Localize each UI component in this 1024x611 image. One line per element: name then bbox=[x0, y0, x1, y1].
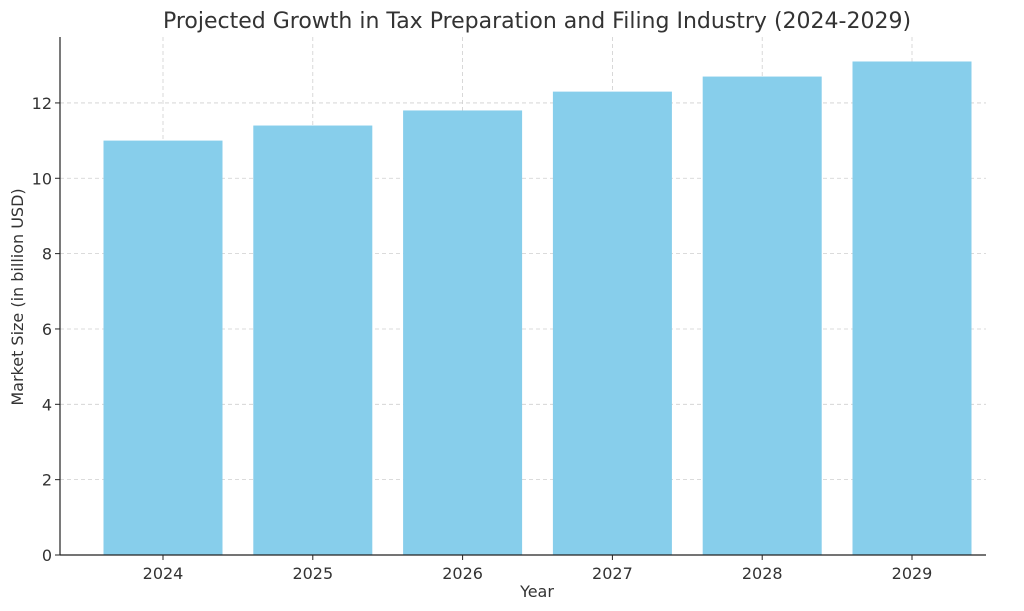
y-tick-label: 0 bbox=[42, 546, 52, 565]
y-tick-label: 10 bbox=[32, 169, 52, 188]
y-tick-label: 2 bbox=[42, 471, 52, 490]
ticks-layer: 0 2 4 6 8 10 12 2024 2025 2026 2027 2028 2029 bbox=[32, 94, 933, 583]
bar bbox=[103, 140, 223, 555]
y-tick-label: 12 bbox=[32, 94, 52, 113]
x-tick-label: 2024 bbox=[143, 564, 184, 583]
x-tick-label: 2025 bbox=[292, 564, 333, 583]
bar bbox=[403, 110, 523, 555]
bar bbox=[702, 76, 822, 555]
axes-layer bbox=[59, 37, 986, 556]
x-tick-label: 2026 bbox=[442, 564, 483, 583]
bars-layer bbox=[103, 61, 972, 555]
x-tick-label: 2028 bbox=[742, 564, 783, 583]
bar bbox=[852, 61, 972, 555]
x-tick-label: 2029 bbox=[892, 564, 933, 583]
y-tick-label: 8 bbox=[42, 245, 52, 264]
bar bbox=[253, 125, 373, 555]
y-tick-label: 4 bbox=[42, 395, 52, 414]
x-axis-label: Year bbox=[519, 582, 554, 601]
y-tick-label: 6 bbox=[42, 320, 52, 339]
x-tick-label: 2027 bbox=[592, 564, 633, 583]
chart-title: Projected Growth in Tax Preparation and … bbox=[163, 9, 911, 34]
bar bbox=[552, 91, 672, 555]
y-axis-label: Market Size (in billion USD) bbox=[8, 188, 27, 405]
